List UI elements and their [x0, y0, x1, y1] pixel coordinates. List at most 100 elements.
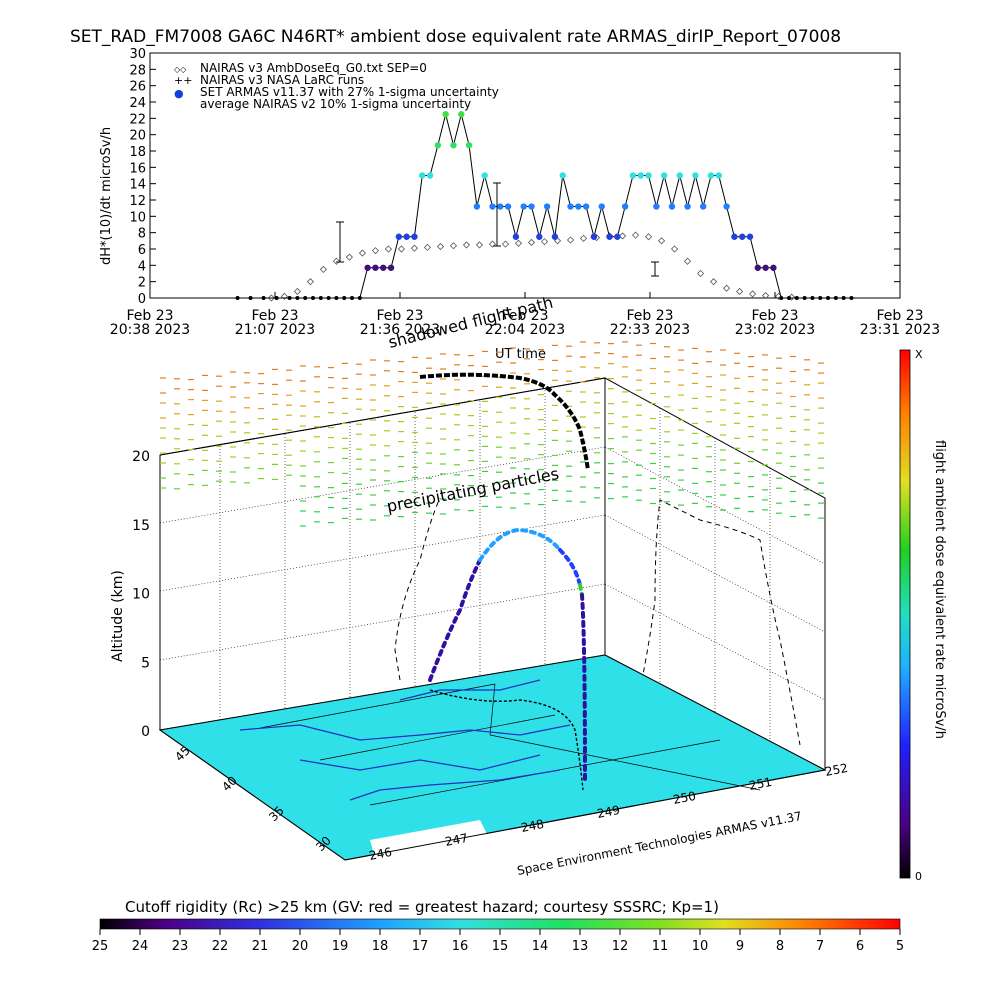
cutoff-tick-label: 8: [776, 939, 784, 954]
nairas-point: [579, 234, 588, 242]
armas-point: [707, 172, 715, 179]
x-tick-time: 20:38 2023: [110, 322, 190, 338]
longitude-tick-label: 251: [748, 775, 773, 793]
nairas-point: [371, 247, 379, 255]
altitude-tick-label: 15: [132, 518, 150, 534]
armas-point: [442, 111, 449, 118]
nairas-point: [501, 240, 510, 248]
armas-point: [528, 203, 535, 210]
altitude-tick-label: 10: [132, 587, 150, 603]
armas-point: [559, 172, 566, 179]
nairas-point: [566, 236, 575, 244]
nairas-point: [319, 265, 327, 273]
cutoff-tick-label: 7: [816, 939, 824, 954]
armas-point: [731, 233, 738, 240]
nairas-point: [657, 237, 666, 245]
armas-point: [590, 233, 598, 240]
y-tick-label: 18: [129, 145, 146, 160]
x-tick-date: Feb 23: [251, 308, 298, 324]
armas-point: [762, 264, 769, 271]
armas-point: [684, 203, 691, 210]
cutoff-tick-label: 25: [92, 939, 109, 954]
nairas-point: [644, 233, 653, 241]
armas-point: [614, 233, 621, 240]
armas-point: [387, 264, 395, 271]
armas-point: [512, 233, 520, 240]
longitude-tick-label: 248: [520, 817, 545, 835]
longitude-ticks: 246 247 248 249 250 251 252: [368, 761, 849, 863]
armas-point: [287, 296, 292, 300]
armas-point: [395, 233, 403, 240]
armas-point: [699, 203, 707, 210]
nairas-point: [527, 238, 536, 247]
armas-point: [629, 172, 637, 179]
armas-point: [364, 264, 371, 271]
nairas-point: [345, 253, 353, 261]
armas-point: [411, 233, 418, 240]
wall-shadow-paths: [394, 497, 801, 746]
cutoff-colorbar-bar: [99, 918, 901, 930]
armas-point: [668, 203, 676, 210]
shadowed-flight-path-line: [419, 372, 590, 471]
armas-point: [770, 264, 777, 271]
cutoff-tick-label: 11: [652, 939, 669, 954]
armas-point: [802, 296, 807, 300]
nairas-point: [475, 241, 484, 249]
armas-point: [841, 296, 846, 300]
nairas-point: [540, 238, 549, 246]
y-tick-label: 0: [138, 292, 146, 307]
armas-point: [372, 264, 379, 271]
y-axis-label: dH*(10)/dt microSv/h: [99, 127, 114, 265]
nairas-point: [762, 291, 770, 300]
nairas-point: [280, 292, 288, 300]
nairas-point: [631, 231, 640, 239]
armas-point: [426, 172, 434, 179]
armas-point: [380, 264, 387, 271]
armas-point: [810, 296, 815, 300]
nairas-point: [332, 257, 340, 265]
armas-point: [543, 203, 551, 210]
armas-point: [248, 296, 253, 300]
altitude-tick-label: 5: [141, 655, 150, 671]
armas-series: [235, 111, 854, 300]
x-tick-date: Feb 23: [501, 308, 548, 324]
armas-point: [598, 203, 605, 210]
nairas-point: [723, 284, 731, 292]
armas-point: [754, 264, 762, 271]
legend-symbol-larc: ++: [174, 74, 192, 87]
y-tick-label: 20: [129, 129, 146, 144]
legend-symbol-nairas-v3: ◇◇: [174, 65, 187, 74]
armas-point: [715, 172, 722, 179]
cutoff-tick-label: 5: [896, 939, 904, 954]
x-tick-time: 21:36 2023: [360, 322, 440, 338]
longitude-tick-label: 247: [444, 831, 469, 849]
armas-point: [567, 203, 574, 210]
y-tick-label: 16: [129, 161, 146, 176]
cutoff-tick-label: 20: [292, 939, 309, 954]
x-tick-date: Feb 23: [626, 308, 673, 324]
longitude-tick-label: 246: [368, 845, 393, 863]
altitude-ticks: 0 5 10 15 20: [132, 449, 150, 740]
armas-point: [489, 203, 496, 210]
y-tick-label: 30: [129, 47, 146, 62]
nairas-point: [749, 290, 757, 298]
x-tick-date: Feb 23: [876, 308, 923, 324]
longitude-tick-label: 250: [672, 789, 697, 807]
legend: ◇◇ NAIRAS v3 AmbDoseEq_G0.txt SEP=0 ++ N…: [174, 61, 499, 111]
armas-point: [473, 203, 481, 210]
armas-point: [818, 296, 823, 300]
armas-point: [738, 233, 746, 240]
legend-text-nairas-v3: NAIRAS v3 AmbDoseEq_G0.txt SEP=0: [200, 61, 427, 75]
x-tick-date: Feb 23: [751, 308, 798, 324]
dose-colorbar: [899, 349, 911, 879]
armas-point: [450, 142, 457, 149]
flight-path-colored: [428, 527, 587, 782]
nairas-point: [462, 241, 471, 249]
error-bars: [336, 182, 659, 277]
armas-point: [326, 296, 331, 300]
nairas-point: [423, 243, 432, 251]
